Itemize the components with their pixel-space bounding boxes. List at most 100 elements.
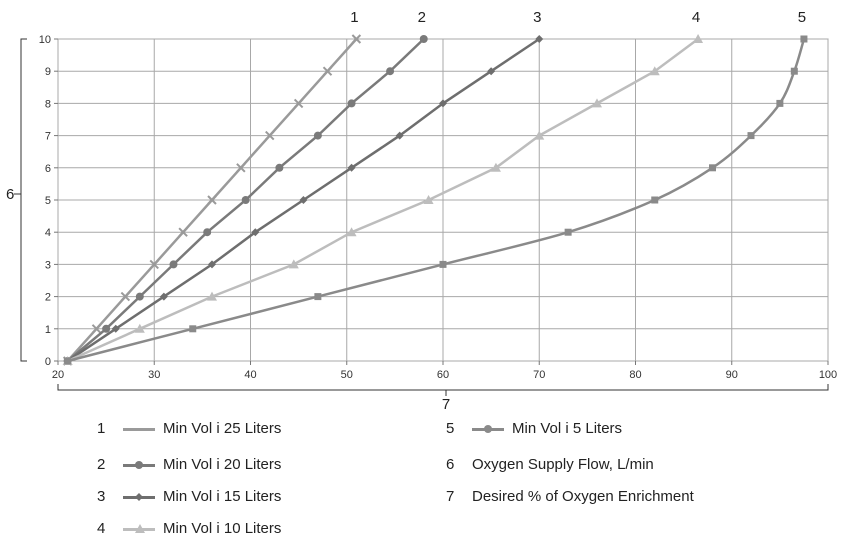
series-4 [62,34,704,365]
data-point-x-marker [265,130,275,141]
data-point [693,34,704,43]
data-point [111,324,120,333]
data-point-stroke [322,66,333,76]
x-tick-label: 90 [726,369,738,381]
y-tick-label: 9 [45,66,51,78]
data-point [275,163,284,172]
data-point [709,164,716,172]
x-tick-label: 100 [819,369,837,381]
y-tick-label: 3 [45,259,51,271]
data-point [102,324,111,333]
data-point [347,163,356,172]
series-1 [62,34,362,366]
x-axis-key: 7 [442,396,450,413]
x-tick-label: 80 [629,369,641,381]
data-point-stroke [207,195,217,205]
axes: 0 1 2 3 4 5 6 7 8 9 10 20 30 40 50 60 70 80 90 100 [39,34,837,381]
data-point-x-marker [149,259,159,270]
data-point [134,323,145,333]
data-point [251,228,260,237]
data-point [346,227,357,237]
data-point [649,66,660,76]
data-point-stroke [293,98,304,109]
data-point [776,99,784,107]
data-point-x-marker [178,227,188,237]
data-point-x-marker [120,291,131,302]
data-point-stroke [120,291,131,302]
data-point-x-marker [91,324,102,334]
y-tick-label: 0 [45,356,51,368]
y-tick-label: 8 [45,98,51,110]
data-point [423,195,434,204]
series-5 [64,35,808,365]
series-3 [63,35,544,365]
data-point [159,292,168,301]
data-point [534,130,545,140]
y-tick-label: 5 [45,195,51,207]
data-point-stroke [265,130,275,141]
data-point [747,132,755,140]
series-lines [62,34,808,366]
data-point [651,196,659,204]
axis-brackets: 67 [6,38,829,413]
callout-4: 4 [692,9,700,26]
series-callouts: 1 2 3 4 5 [350,9,806,26]
data-point [490,162,501,172]
y-tick-label: 6 [45,163,51,175]
data-point [535,35,544,43]
data-point-stroke [91,324,102,334]
callout-2: 2 [418,9,426,26]
x-tick-label: 50 [341,369,353,381]
data-point [64,357,72,365]
x-tick-label: 70 [533,369,545,381]
data-point [203,228,212,237]
data-point [487,67,496,76]
data-point-x-marker [293,98,304,109]
data-point-stroke [236,163,246,173]
y-tick-label: 7 [45,131,51,143]
data-point [189,325,197,333]
data-point [439,260,447,268]
data-point [564,228,572,236]
series-2 [63,35,428,365]
x-tick-label: 30 [148,369,160,381]
data-point [439,99,447,108]
data-point [386,67,395,76]
data-point [313,131,322,140]
x-tick-label: 60 [437,369,449,381]
data-point [800,35,808,43]
data-point [592,98,602,108]
y-tick-label: 10 [39,34,51,46]
data-point-x-marker [207,195,217,205]
data-point-stroke [351,34,362,44]
y-axis-bracket [20,38,27,362]
data-point [314,293,322,301]
data-point [299,196,308,204]
x-tick-label: 40 [244,369,256,381]
data-point-x-marker [351,34,362,44]
data-point [419,35,428,43]
x-axis-bracket [57,384,829,391]
y-tick-label: 4 [45,227,51,239]
data-point-x-marker [322,66,333,76]
data-point [208,260,216,269]
data-point [347,99,356,108]
data-point [135,292,144,301]
data-point [169,260,178,269]
data-point-stroke [149,259,159,270]
data-point [790,67,798,75]
data-point [395,131,404,140]
data-point [288,259,299,269]
grid-lines [57,38,829,362]
callout-5: 5 [798,9,806,26]
callout-1: 1 [350,9,358,26]
data-point [207,291,217,301]
x-tick-label: 20 [52,369,64,381]
y-tick-label: 2 [45,292,51,304]
y-axis-key: 6 [6,186,14,203]
data-point-stroke [178,227,188,237]
data-point-x-marker [236,163,246,173]
data-point [241,196,250,204]
callout-3: 3 [533,9,541,26]
